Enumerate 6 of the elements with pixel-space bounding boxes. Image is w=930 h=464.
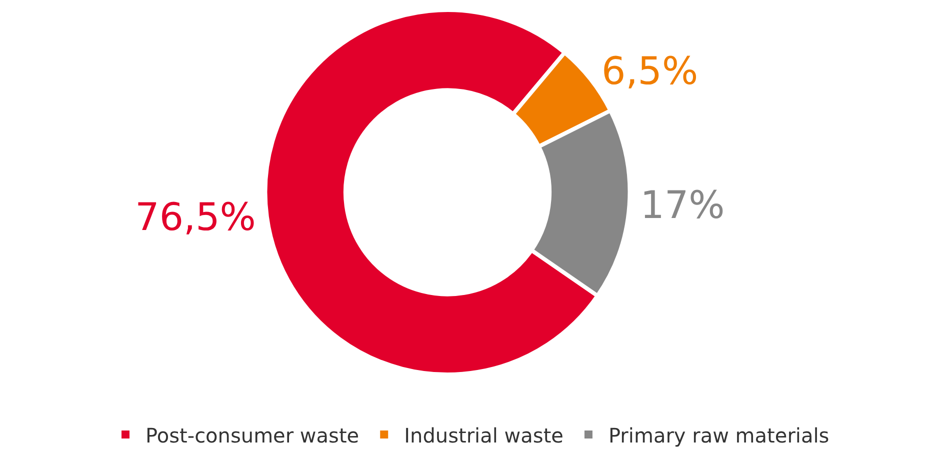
data-label: 76,5% xyxy=(135,195,256,240)
data-label: 17% xyxy=(640,183,725,228)
data-label: 6,5% xyxy=(602,48,698,93)
legend-label: Post-consumer waste xyxy=(146,423,360,448)
legend-label: Industrial waste xyxy=(404,423,564,448)
legend-label: Primary raw materials xyxy=(608,423,830,448)
